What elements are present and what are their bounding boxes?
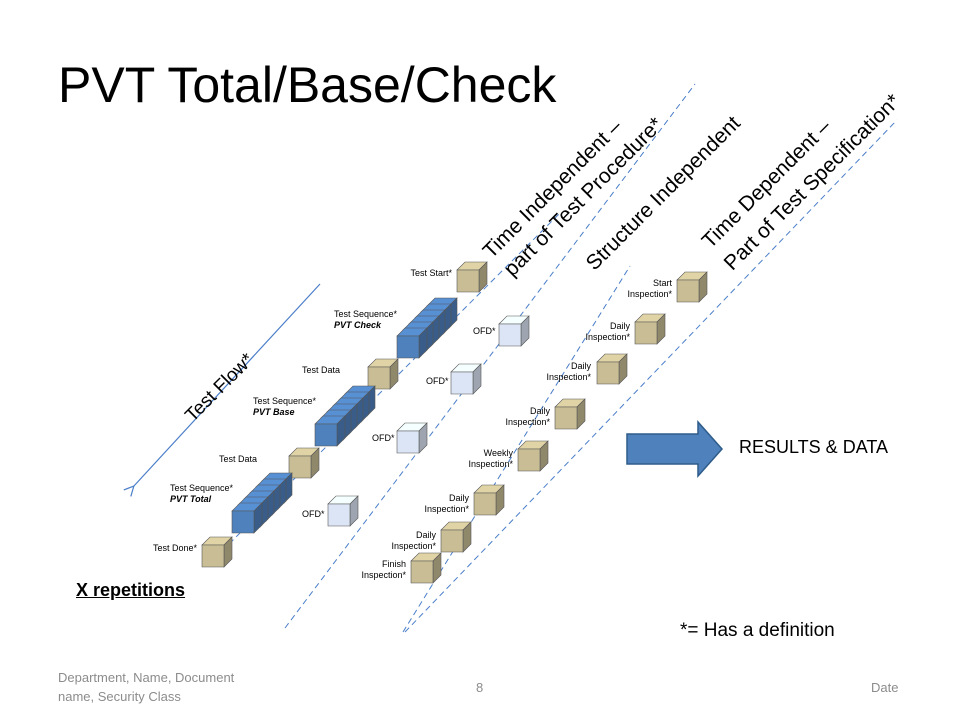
- cube-test-done-front: [201, 544, 225, 568]
- step-label: Test Start*: [410, 268, 452, 278]
- cube-daily-inspection-front: [596, 361, 620, 385]
- ofd-label: OFD*: [426, 376, 449, 386]
- footer-left-line: Department, Name, Document: [58, 670, 235, 685]
- cube-daily-inspection-front: [473, 492, 497, 516]
- step-label: Test Sequence* PVT Total: [170, 483, 234, 504]
- inspection-label: Weekly Inspection*: [468, 448, 513, 469]
- inspection-label: Daily Inspection*: [585, 321, 630, 342]
- page-number: 8: [476, 680, 484, 695]
- cube-test-data-front: [367, 366, 391, 390]
- lane-separator: [404, 119, 898, 633]
- step-label: Test Data: [218, 454, 257, 464]
- cube-stack-pvt-check-front: [396, 335, 420, 359]
- inspection-label: Finish Inspection*: [361, 559, 406, 580]
- cube-stack-pvt-base-front: [314, 423, 338, 447]
- cube-finish-inspection-front: [410, 560, 434, 584]
- ofd-label: OFD*: [302, 509, 325, 519]
- cube-ofd-front: [396, 430, 420, 454]
- inspection-label: Daily Inspection*: [505, 406, 550, 427]
- definition-note: *= Has a definition: [680, 620, 835, 641]
- slide-title: PVT Total/Base/Check: [58, 57, 557, 113]
- ofd-label: OFD*: [473, 326, 496, 336]
- cube-ofd-front: [498, 323, 522, 347]
- cube-stack-pvt-total-front: [231, 510, 255, 534]
- step-label: Test Done*: [152, 543, 197, 553]
- ofd-label: OFD*: [372, 433, 395, 443]
- results-data-label: RESULTS & DATA: [739, 437, 889, 457]
- inspection-label: Start Inspection*: [627, 278, 672, 299]
- step-label: Test Data: [301, 365, 340, 375]
- cube-weekly-inspection-front: [517, 448, 541, 472]
- cube-test-data-front: [288, 455, 312, 479]
- cube-test-start-front: [456, 269, 480, 293]
- test-flow-arrow: [133, 283, 321, 487]
- cube-start-inspection-front: [676, 279, 700, 303]
- cube-daily-inspection-front: [554, 406, 578, 430]
- lane-separator: [284, 83, 696, 629]
- inspection-label: Daily Inspection*: [424, 493, 469, 514]
- footer-left-line: name, Security Class: [58, 689, 181, 704]
- cube-ofd-front: [327, 503, 351, 527]
- inspection-label: Daily Inspection*: [391, 530, 436, 551]
- step-label: Test Sequence* PVT Base: [253, 396, 317, 417]
- repetitions-label: X repetitions: [76, 580, 186, 600]
- cube-daily-inspection-front: [440, 529, 464, 553]
- results-arrow: [626, 420, 724, 478]
- cube-daily-inspection-front: [634, 321, 658, 345]
- step-label: Test Sequence* PVT Check: [334, 309, 398, 330]
- footer-date: Date: [871, 680, 899, 695]
- cube-ofd-front: [450, 371, 474, 395]
- inspection-label: Daily Inspection*: [546, 361, 591, 382]
- footer-left: Department, Name, Document name, Securit…: [58, 668, 234, 706]
